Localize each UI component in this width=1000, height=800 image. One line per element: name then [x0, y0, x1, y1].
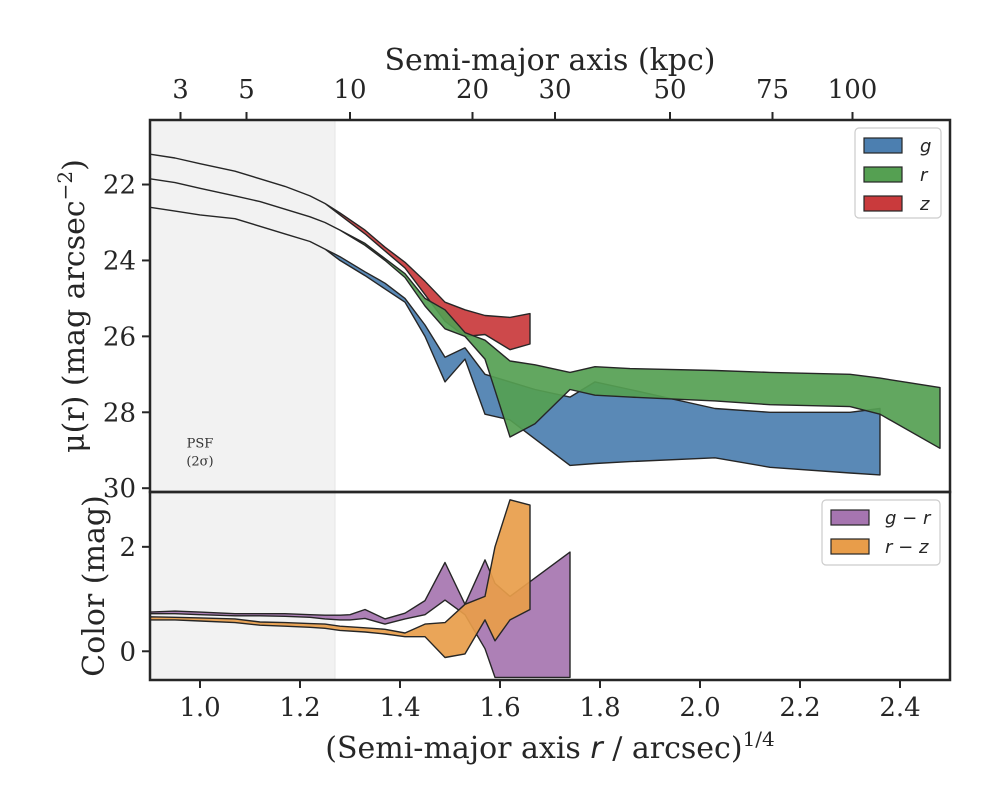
psf-label: PSF: [187, 437, 214, 452]
top-xtick-label: 20: [456, 75, 489, 105]
bottom-ytick-label: 0: [119, 637, 136, 667]
legend-swatch-r: [863, 166, 903, 183]
band-g: [150, 206, 881, 476]
xtick-label: 2.2: [779, 693, 820, 723]
legend-label-g: g: [920, 136, 931, 157]
legend-swatch-g-minus-r: [830, 509, 870, 526]
top-xtick-label: 30: [538, 75, 571, 105]
band-z: [150, 153, 531, 351]
xaxis-title-pre: (Semi-major axis: [325, 731, 590, 766]
xtick-label: 1.6: [479, 693, 520, 723]
xtick-label: 1.8: [579, 693, 620, 723]
legend-label-r: r: [920, 165, 929, 186]
psf-region: [150, 120, 335, 680]
legend-label-r-minus-z: r − z: [885, 537, 929, 558]
bottom-yaxis-title: Color (mag): [77, 495, 112, 677]
xtick-label: 1.4: [379, 693, 420, 723]
top-ytick-label: 22: [103, 171, 136, 201]
top-xtick-label: 50: [653, 75, 686, 105]
top-yaxis-title: μ(r) (mag arcsec−2): [53, 159, 92, 453]
top-xtick-label: 5: [238, 75, 255, 105]
legend-label-part: −: [892, 537, 919, 558]
xaxis-title-var: r: [590, 731, 604, 766]
top-axis-title: Semi-major axis (kpc): [385, 43, 716, 78]
legend-label-part: −: [896, 508, 923, 529]
legend-label-part: r: [885, 537, 894, 558]
legend-label-part: g: [885, 508, 896, 529]
top-yaxis-title-sup: −2: [53, 171, 77, 200]
top-yaxis-title-main: μ(r) (mag arcsec: [57, 200, 92, 453]
xaxis-title-sup: 1/4: [743, 727, 775, 751]
xtick-label: 2.4: [879, 693, 920, 723]
legend-swatch-g: [863, 137, 903, 154]
band-r-minus-z: [150, 499, 531, 659]
top-ytick-label: 30: [103, 474, 136, 504]
legend-label-part: r: [923, 508, 932, 529]
legend-label-g-minus-r: g − r: [885, 508, 932, 529]
xaxis-title-post: / arcsec): [603, 731, 743, 766]
bottom-xaxis-title: (Semi-major axis r / arcsec)1/4: [325, 727, 775, 766]
color-panel: 0 2 1.0 1.2 1.4 1.6 1.8 2.0 2.2 2.4 Color (mag) (Se…: [77, 490, 952, 766]
band-g-minus-r: [150, 551, 571, 679]
top-ytick-label: 28: [103, 398, 136, 428]
top-ytick-label: 26: [103, 322, 136, 352]
top-xtick-label: 75: [756, 75, 789, 105]
bottom-ytick-label: 2: [119, 533, 136, 563]
xtick-label: 1.2: [279, 693, 320, 723]
bottom-panel-frame: [148, 490, 952, 682]
top-yaxis-title-close: ): [57, 159, 92, 171]
xtick-label: 2.0: [679, 693, 720, 723]
psf-label-sigma: (2σ): [186, 455, 213, 470]
top-xtick-label: 100: [828, 75, 878, 105]
top-xtick-label: 3: [172, 75, 189, 105]
legend-swatch-r-minus-z: [830, 538, 870, 555]
xtick-label: 1.0: [179, 693, 220, 723]
legend-swatch-z: [863, 195, 903, 212]
top-xtick-label: 10: [333, 75, 366, 105]
band-r: [150, 178, 941, 449]
top-ytick-label: 24: [103, 246, 136, 276]
legend-label-part: z: [918, 537, 929, 558]
bottom-legend: g − rr − z: [821, 499, 941, 566]
legend-label-z: z: [919, 194, 930, 215]
top-legend: grz: [854, 127, 942, 219]
